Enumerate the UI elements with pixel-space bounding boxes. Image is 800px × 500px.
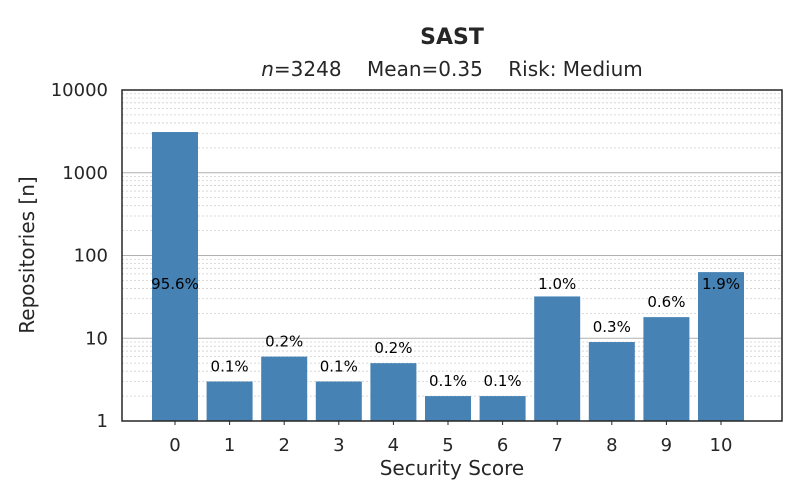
x-tick-label-7: 7 [551,435,562,456]
subtitle-gap-2 [483,57,508,81]
subtitle-n-label: n [261,57,274,81]
x-tick-label-8: 8 [606,435,617,456]
bar-score-0 [152,132,198,421]
y-tick-label-1000: 1000 [62,163,108,184]
x-tick-label-5: 5 [442,435,453,456]
x-tick-label-3: 3 [333,435,344,456]
bar-score-6 [479,396,526,421]
bar-score-1 [206,381,253,421]
chart-subtitle: n=3248 Mean=0.35 Risk: Medium [261,57,643,81]
data-label-score-1: 0.1% [211,358,249,376]
data-label-score-4: 0.2% [374,339,412,357]
bar-score-9 [643,317,690,421]
chart-title: SAST [420,25,484,50]
y-tick-labels: 1 10 100 1000 10000 [51,80,108,432]
x-tick-label-2: 2 [278,435,289,456]
x-tick-label-0: 0 [169,435,180,456]
grid-lines [122,93,782,397]
plot-frame [121,89,783,422]
bar-score-3 [315,381,362,421]
data-labels: 95.6% 0.1% 0.2% 0.1% 0.2% 0.1% 0.1% 1.0% 0.3% 0.6… [151,275,740,390]
x-axis-label: Security Score [380,456,525,480]
y-axis-label: Repositories [n] [15,176,39,333]
data-label-score-7: 1.0% [538,275,576,293]
data-label-score-6: 0.1% [484,372,522,390]
x-tick-label-4: 4 [388,435,399,456]
x-tick-label-6: 6 [497,435,508,456]
bars [152,132,744,421]
bar-score-2 [261,356,308,421]
subtitle-mean: Mean=0.35 [367,57,483,81]
x-tick-labels: 0 1 2 3 4 5 6 7 8 9 10 [169,421,732,456]
x-tick-label-1: 1 [224,435,235,456]
y-tick-label-10000: 10000 [51,80,108,101]
bar-score-5 [425,396,471,421]
data-label-score-5: 0.1% [429,372,467,390]
data-label-score-2: 0.2% [265,333,303,351]
data-label-score-3: 0.1% [320,358,358,376]
x-tick-label-9: 9 [661,435,672,456]
subtitle-gap-1 [342,57,367,81]
y-tick-label-10: 10 [85,328,108,349]
data-label-score-9: 0.6% [647,293,685,311]
y-tick-label-1: 1 [97,411,108,432]
data-label-score-0: 95.6% [151,275,199,293]
x-tick-label-10: 10 [710,435,733,456]
data-label-score-10: 1.9% [702,275,740,293]
subtitle-n-value: =3248 [274,57,342,81]
subtitle-risk: Risk: Medium [508,57,643,81]
data-label-score-8: 0.3% [593,318,631,336]
y-tick-label-100: 100 [74,246,108,267]
bar-score-8 [588,342,635,421]
bar-score-4 [370,363,417,421]
bar-score-7 [534,296,581,421]
bar-score-10 [698,272,744,421]
